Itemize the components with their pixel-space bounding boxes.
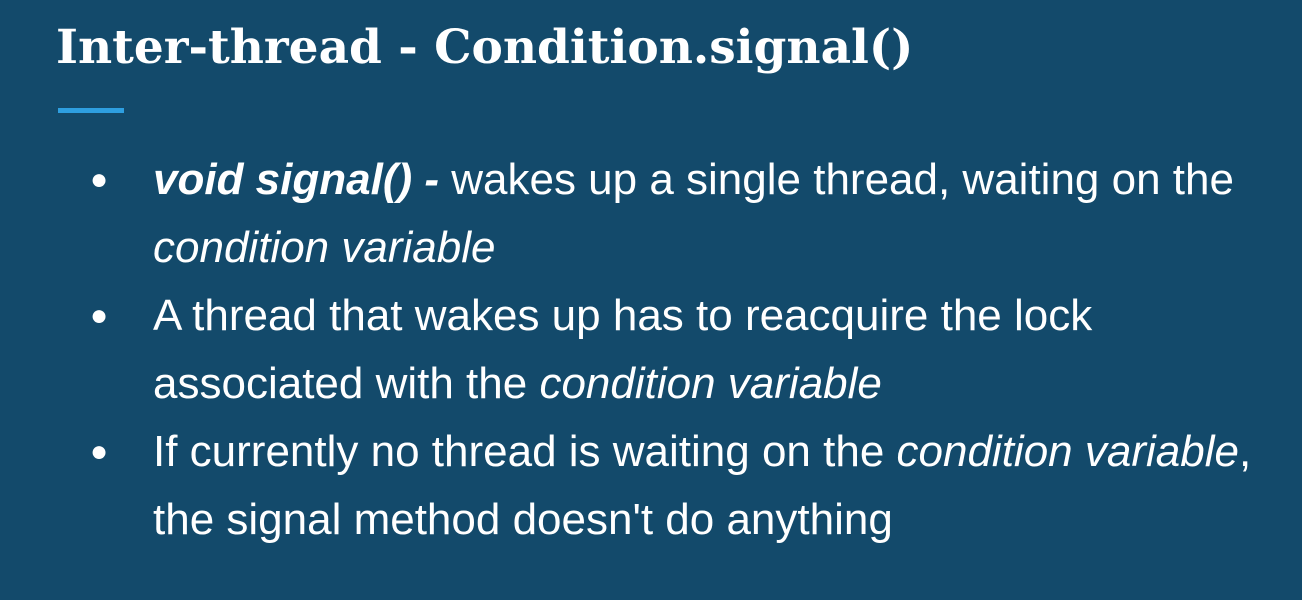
bullet-item: ● void signal() - wakes up a single thre…: [84, 146, 1294, 282]
title-accent-bar: [58, 108, 124, 113]
term-emphasis: condition variable: [539, 359, 882, 408]
term-emphasis: condition variable: [153, 223, 496, 272]
bullet-text: wakes up a single thread, waiting on the: [439, 155, 1234, 204]
bullet-dot-icon: ●: [90, 435, 109, 468]
bullet-item: ● A thread that wakes up has to reacquir…: [84, 282, 1294, 418]
bullet-list: ● void signal() - wakes up a single thre…: [84, 146, 1294, 554]
slide-title: Inter-thread - Condition.signal(): [56, 20, 914, 75]
bullet-text: If currently no thread is waiting on the: [153, 427, 897, 476]
bullet-item: ● If currently no thread is waiting on t…: [84, 418, 1294, 554]
term-emphasis: condition variable: [896, 427, 1239, 476]
bullet-dot-icon: ●: [90, 299, 109, 332]
method-signature: void signal() -: [153, 155, 439, 204]
bullet-dot-icon: ●: [90, 163, 109, 196]
bullet-text: A thread that wakes up has to reacquire …: [153, 291, 1093, 408]
bullet-text-tail: , the signal method doesn't do anything: [153, 427, 1252, 544]
